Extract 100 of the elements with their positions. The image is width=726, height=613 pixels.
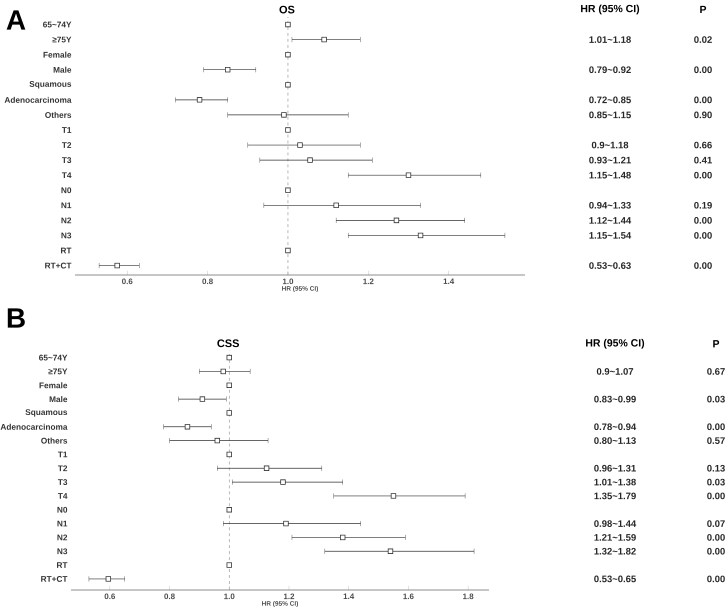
y-tick-label: Squamous (25, 409, 68, 417)
point (220, 368, 226, 374)
y-tick-label: N3 (61, 232, 72, 238)
point (283, 520, 289, 526)
data-label: 0.85~1.15 (589, 112, 631, 118)
data-label: 0.72~0.85 (589, 96, 631, 104)
point (281, 112, 287, 118)
point (214, 438, 220, 444)
point (226, 507, 232, 512)
y-tick-label: Squamous (29, 81, 72, 89)
point (200, 396, 206, 402)
text: A (6, 10, 26, 30)
text: 0.03 (707, 396, 725, 402)
y-tick-label: RT+CT (41, 576, 68, 582)
text: P (700, 6, 706, 14)
point (388, 548, 394, 554)
text: HR (95% CI) (581, 4, 640, 14)
y-tick-label: 65~74Y (43, 22, 72, 28)
data-label: 0.98~1.44 (594, 520, 636, 527)
point (390, 493, 396, 499)
data-label: 0.9~1.07 (596, 368, 634, 375)
point (226, 562, 232, 568)
y-tick-label: Adenocarcinoma (0, 424, 68, 430)
data-label: 1.01~1.18 (589, 36, 631, 43)
text: 0.00 (707, 576, 725, 582)
point (285, 188, 291, 193)
data-label: 0.53~0.65 (594, 576, 636, 582)
y-tick-label: T1 (58, 452, 68, 458)
point (114, 262, 120, 268)
data-label: 0.94~1.33 (589, 202, 631, 209)
text: 0.00 (694, 217, 712, 224)
text: 0.66 (694, 142, 712, 148)
y-tick-label: T2 (62, 142, 72, 148)
text: 0.41 (694, 156, 712, 164)
text: 0.57 (707, 437, 725, 444)
y-tick-label: N0 (61, 187, 72, 194)
point (307, 157, 313, 163)
text: 0.13 (707, 464, 725, 472)
y-tick-label: 65~74Y (39, 354, 68, 361)
text: 0.00 (694, 262, 712, 269)
point (226, 410, 232, 416)
data-label: 1.32~1.82 (594, 548, 636, 555)
y-tick-label: Female (40, 382, 68, 388)
point (321, 36, 327, 42)
text: 0.19 (694, 202, 712, 209)
y-tick-label: Others (45, 112, 72, 118)
text: 0.90 (694, 112, 712, 118)
data-label: 1.21~1.59 (594, 534, 636, 541)
text: P (713, 340, 720, 348)
text: 0.00 (707, 548, 725, 555)
y-tick-label: N3 (57, 548, 68, 554)
y-tick-label: N0 (57, 506, 68, 513)
data-label: 1.15~1.54 (589, 232, 632, 239)
point (226, 354, 232, 360)
y-tick-label: RT (61, 248, 72, 254)
point (184, 424, 190, 430)
y-tick-label: Female (44, 52, 72, 58)
point (226, 382, 232, 388)
data-label: 1.01~1.38 (594, 478, 636, 486)
y-tick-label: N2 (61, 217, 72, 224)
chart-title: OS (279, 6, 294, 14)
text: HR (95% CI) (586, 338, 644, 349)
y-tick-label: Adenocarcinoma (4, 96, 72, 103)
text: 0.00 (707, 534, 725, 541)
point (406, 172, 412, 178)
data-label: 0.78~0.94 (594, 423, 636, 430)
y-tick-label: T3 (58, 479, 68, 486)
y-tick-label: N1 (61, 202, 72, 208)
text: 0.00 (707, 423, 725, 430)
point (196, 97, 202, 103)
data-label: 0.80~1.13 (594, 437, 636, 444)
text: B (8, 308, 25, 328)
data-label: 0.96~1.31 (594, 464, 636, 472)
text: 0.00 (694, 232, 712, 239)
data-label: 1.35~1.79 (594, 492, 636, 500)
y-tick-label: ≥75Y (48, 368, 68, 374)
point (340, 534, 346, 540)
data-label: 0.93~1.21 (589, 156, 631, 164)
y-tick-label: RT (57, 562, 68, 568)
point (394, 218, 400, 224)
data-label: 1.12~1.44 (589, 217, 632, 224)
data-label: 1.15~1.48 (589, 172, 631, 179)
point (106, 576, 112, 582)
y-tick-label: Male (50, 396, 68, 402)
data-label: 0.9~1.18 (592, 142, 628, 148)
y-tick-label: N1 (57, 520, 68, 526)
point (280, 479, 286, 485)
text: 0.00 (694, 66, 712, 74)
text: 0.67 (707, 368, 725, 375)
chart-title: CSS (217, 339, 240, 348)
text: 0.07 (707, 520, 725, 527)
text: 0.00 (694, 96, 712, 104)
data-label: 0.79~0.92 (589, 66, 631, 74)
y-tick-label: ≥75Y (52, 36, 72, 42)
y-tick-label: T4 (62, 172, 72, 178)
y-tick-label: T4 (58, 493, 68, 499)
point (224, 67, 230, 72)
y-tick-label: Others (41, 438, 68, 444)
y-tick-label: T1 (62, 127, 72, 133)
point (418, 232, 424, 238)
